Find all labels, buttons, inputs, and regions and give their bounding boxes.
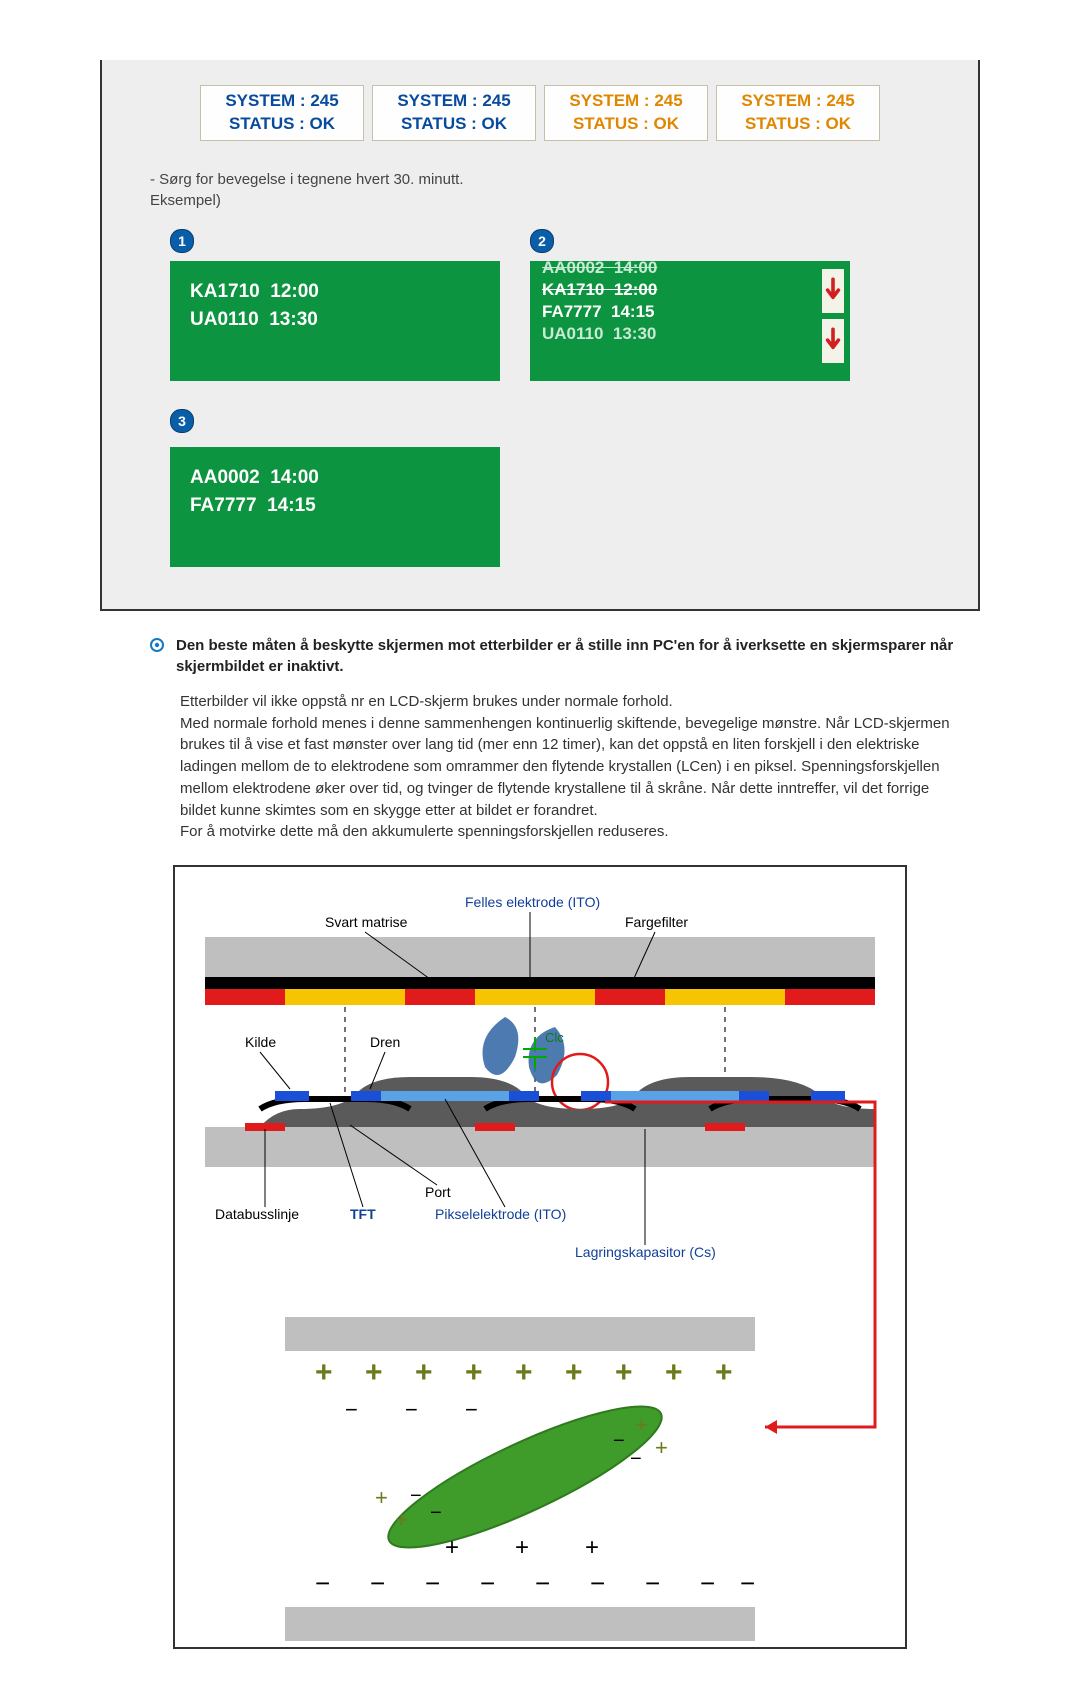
svg-text:−: − (645, 1568, 660, 1598)
system-status-row: SYSTEM : 245 STATUS : OK SYSTEM : 245 ST… (130, 85, 950, 141)
minus-row-top: −−− (345, 1397, 478, 1422)
example-panel-1: 1 KA1710 12:00 UA0110 13:30 (170, 229, 500, 381)
system-line: SYSTEM : 245 (225, 91, 338, 110)
flight-code: KA1710 (190, 281, 260, 302)
flight-time: 12:00 (614, 280, 657, 299)
label-drain: Dren (370, 1034, 400, 1050)
svg-text:+: + (635, 1412, 648, 1437)
scroll-arrow-icon (822, 319, 844, 363)
flight-time: 14:15 (267, 495, 316, 516)
example-grid: 1 KA1710 12:00 UA0110 13:30 2 AA0002 14:… (170, 229, 950, 569)
flight-time: 13:30 (269, 309, 318, 330)
flight-time: 14:00 (614, 261, 657, 277)
svg-text:+: + (375, 1485, 388, 1510)
flight-code: KA1710 (542, 280, 604, 299)
badge-2: 2 (530, 229, 554, 253)
status-line: STATUS : OK (229, 114, 335, 133)
flight-code: UA0110 (542, 324, 603, 343)
flight-time: 14:15 (611, 302, 654, 321)
label-clc: Clc (545, 1030, 564, 1045)
svg-text:−: − (590, 1568, 605, 1598)
svg-text:−: − (345, 1397, 358, 1422)
svg-text:+: + (515, 1356, 533, 1389)
svg-text:−: − (430, 1502, 442, 1524)
svg-text:−: − (410, 1485, 422, 1507)
label-color-filter: Fargefilter (625, 914, 688, 930)
label-tft: TFT (350, 1206, 376, 1222)
svg-text:−: − (405, 1397, 418, 1422)
instruction-line2: Eksempel) (150, 192, 221, 209)
svg-text:+: + (315, 1356, 333, 1389)
svg-text:+: + (715, 1356, 733, 1389)
system-line: SYSTEM : 245 (741, 91, 854, 110)
status-line: STATUS : OK (745, 114, 851, 133)
flight-code: FA7777 (190, 495, 257, 516)
example-box: SYSTEM : 245 STATUS : OK SYSTEM : 245 ST… (100, 60, 980, 611)
system-line: SYSTEM : 245 (569, 91, 682, 110)
bullet-icon (150, 638, 164, 652)
label-gate: Port (425, 1184, 451, 1200)
label-black-matrix: Svart matrise (325, 914, 408, 930)
svg-text:+: + (585, 1534, 599, 1561)
instruction-text: - Sørg for bevegelse i tegnene hvert 30.… (150, 169, 950, 211)
svg-text:+: + (415, 1356, 433, 1389)
flight-time: 13:30 (613, 324, 656, 343)
flight-time: 14:00 (270, 467, 319, 488)
svg-text:+: + (565, 1356, 583, 1389)
example-panel-2: 2 AA0002 14:00 KA1710 12:00 FA7777 14:15… (530, 229, 850, 381)
flight-board-2: AA0002 14:00 KA1710 12:00 FA7777 14:15 U… (530, 261, 850, 381)
svg-text:+: + (445, 1534, 459, 1561)
system-line: SYSTEM : 245 (397, 91, 510, 110)
svg-text:−: − (700, 1568, 715, 1598)
svg-text:−: − (315, 1568, 330, 1598)
svg-text:+: + (615, 1356, 633, 1389)
minus-row-bottom: −−− −−− −−− (315, 1568, 755, 1598)
svg-text:−: − (630, 1448, 642, 1470)
badge-1: 1 (170, 229, 194, 253)
label-common-electrode: Felles elektrode (ITO) (465, 894, 600, 910)
system-cell: SYSTEM : 245 STATUS : OK (544, 85, 708, 141)
svg-text:+: + (665, 1356, 683, 1389)
system-cell: SYSTEM : 245 STATUS : OK (372, 85, 536, 141)
section-heading: Den beste måten å beskytte skjermen mot … (176, 635, 980, 677)
svg-text:+: + (465, 1356, 483, 1389)
bullet-heading-row: Den beste måten å beskytte skjermen mot … (150, 635, 980, 677)
flight-code: AA0002 (190, 467, 260, 488)
example-panel-3: 3 AA0002 14:00 FA7777 14:15 (170, 409, 500, 567)
status-line: STATUS : OK (401, 114, 507, 133)
plus-row-bottom: + + + (445, 1534, 599, 1561)
status-line: STATUS : OK (573, 114, 679, 133)
svg-text:−: − (370, 1568, 385, 1598)
scroll-arrow-icon (822, 269, 844, 313)
svg-text:−: − (535, 1568, 550, 1598)
label-storage-cap: Lagringskapasitor (Cs) (575, 1244, 716, 1260)
label-databus: Databusslinje (215, 1206, 299, 1222)
system-cell: SYSTEM : 245 STATUS : OK (200, 85, 364, 141)
svg-text:+: + (365, 1356, 383, 1389)
flight-board-3: AA0002 14:00 FA7777 14:15 (170, 447, 500, 567)
label-pixel-electrode: Pikselelektrode (ITO) (435, 1206, 566, 1222)
svg-text:−: − (740, 1568, 755, 1598)
flight-code: AA0002 (542, 261, 604, 277)
label-source: Kilde (245, 1034, 276, 1050)
flight-board-1: KA1710 12:00 UA0110 13:30 (170, 261, 500, 381)
svg-text:+: + (655, 1435, 668, 1460)
flight-code: FA7777 (542, 302, 602, 321)
flight-time: 12:00 (270, 281, 319, 302)
badge-3: 3 (170, 409, 194, 433)
system-cell: SYSTEM : 245 STATUS : OK (716, 85, 880, 141)
plus-row: + + + + + + + + + (315, 1356, 733, 1389)
svg-text:−: − (613, 1430, 625, 1452)
lcd-diagram: Clc (173, 865, 907, 1649)
svg-text:+: + (395, 1507, 408, 1532)
svg-text:−: − (425, 1568, 440, 1598)
flight-code: UA0110 (190, 309, 259, 330)
svg-text:−: − (480, 1568, 495, 1598)
svg-text:+: + (515, 1534, 529, 1561)
svg-text:−: − (465, 1397, 478, 1422)
body-paragraph: Etterbilder vil ikke oppstå nr en LCD-sk… (180, 691, 950, 843)
instruction-line1: - Sørg for bevegelse i tegnene hvert 30.… (150, 171, 464, 188)
